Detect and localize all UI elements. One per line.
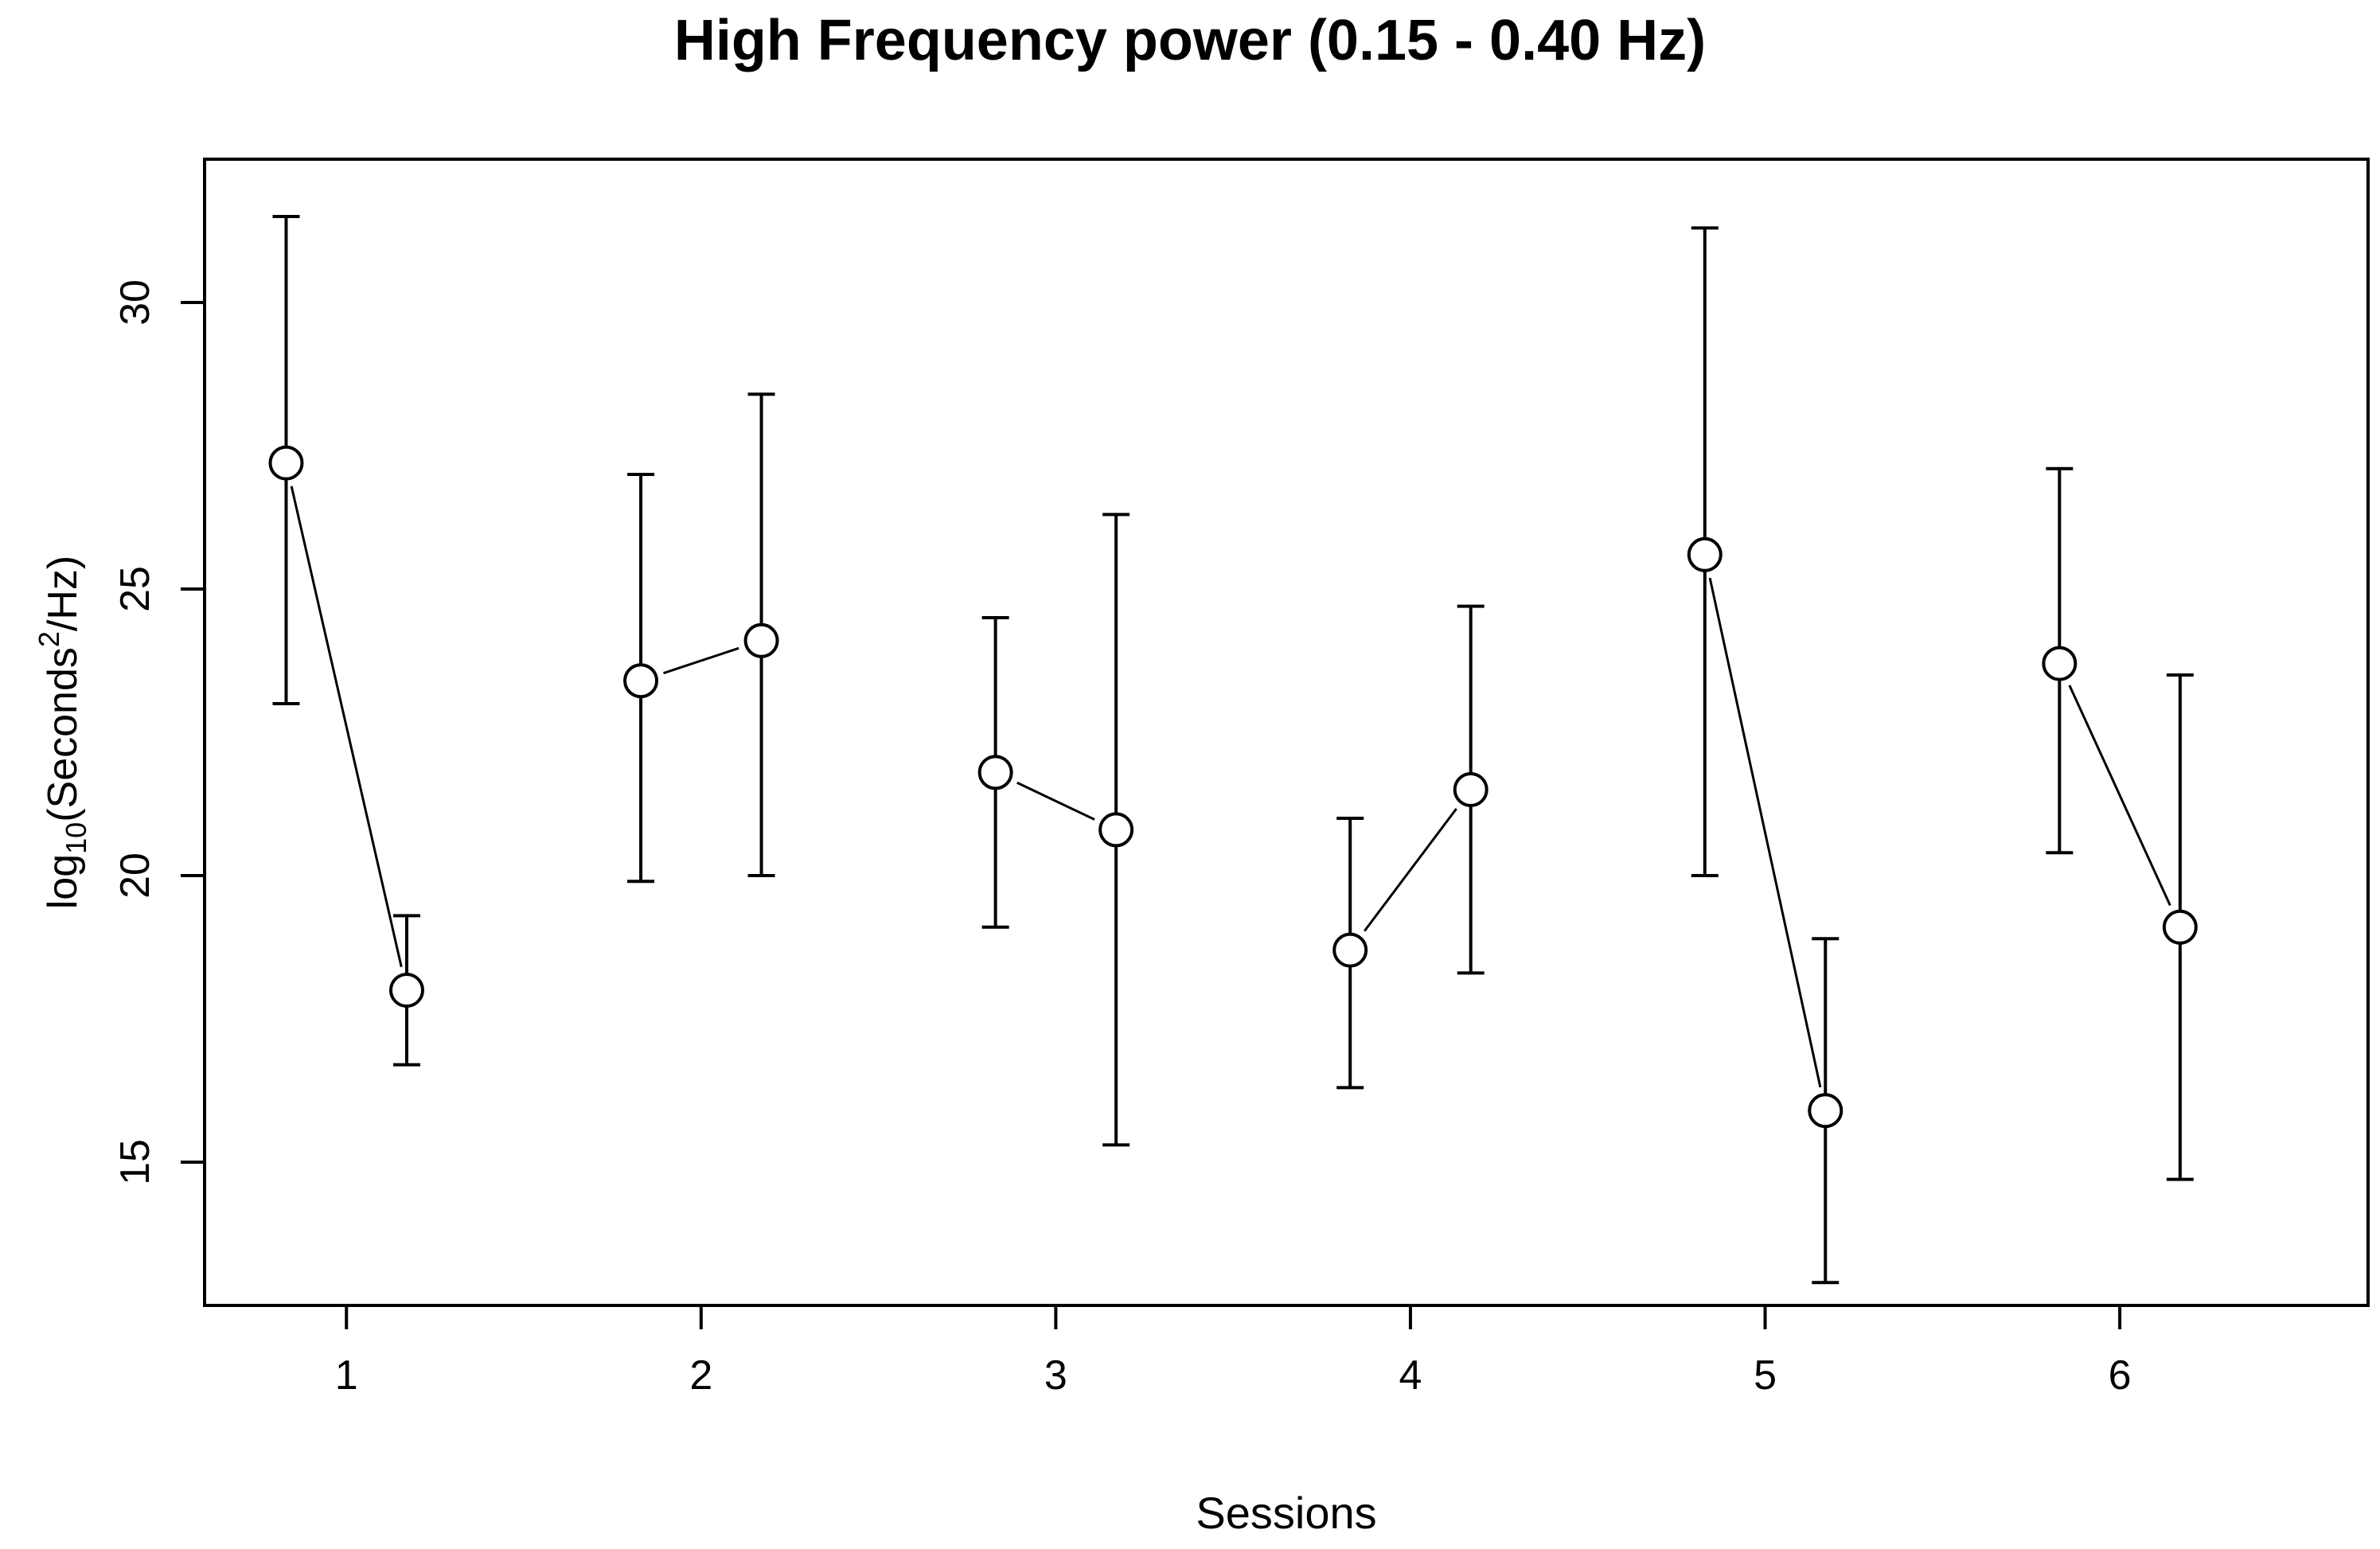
x-tick-label: 4 [1399,1352,1422,1399]
data-point [388,973,424,1008]
y-tick-label: 25 [112,566,158,612]
y-tick-label: 20 [112,853,158,899]
y-axis-title-mid: (Seconds [40,647,86,822]
connecting-line [1708,577,1822,1088]
connecting-line [1016,781,1095,821]
x-tick-label: 5 [1754,1352,1777,1399]
data-point [1808,1093,1844,1129]
y-axis-title-subscript: 10 [60,822,92,854]
data-point [2162,909,2198,945]
y-tick-label: 15 [112,1139,158,1185]
data-point [1332,932,1368,968]
data-point [268,445,304,481]
connecting-line [290,486,403,968]
data-series [268,215,2198,1285]
y-axis-title-superscript: 2 [33,631,65,647]
y-axis-title: log10(Seconds2/Hz) [33,556,92,910]
x-tick-label: 3 [1044,1352,1067,1399]
x-tick-label: 1 [335,1352,358,1399]
plot-frame [203,158,2370,1307]
data-point [1453,772,1488,807]
data-point [977,755,1013,790]
data-point [1098,812,1134,848]
connecting-line [2068,685,2171,907]
x-tick-label: 6 [2109,1352,2132,1399]
data-point [623,663,659,699]
data-point [743,622,779,658]
y-axis-title-prefix: log [40,854,86,909]
x-tick-label: 2 [689,1352,712,1399]
connecting-line [1364,808,1457,932]
data-point [1687,536,1723,572]
connecting-line [663,646,739,675]
y-axis: 15 20 25 30 [112,279,206,1185]
y-axis-title-suffix: /Hz) [40,556,86,631]
x-axis: 1 2 3 4 5 6 [335,1304,2132,1399]
y-tick-label: 30 [112,279,158,326]
chart-title: High Frequency power (0.15 - 0.40 Hz) [673,9,1707,72]
data-point [2042,646,2078,681]
x-axis-title: Sessions [1196,1488,1376,1538]
